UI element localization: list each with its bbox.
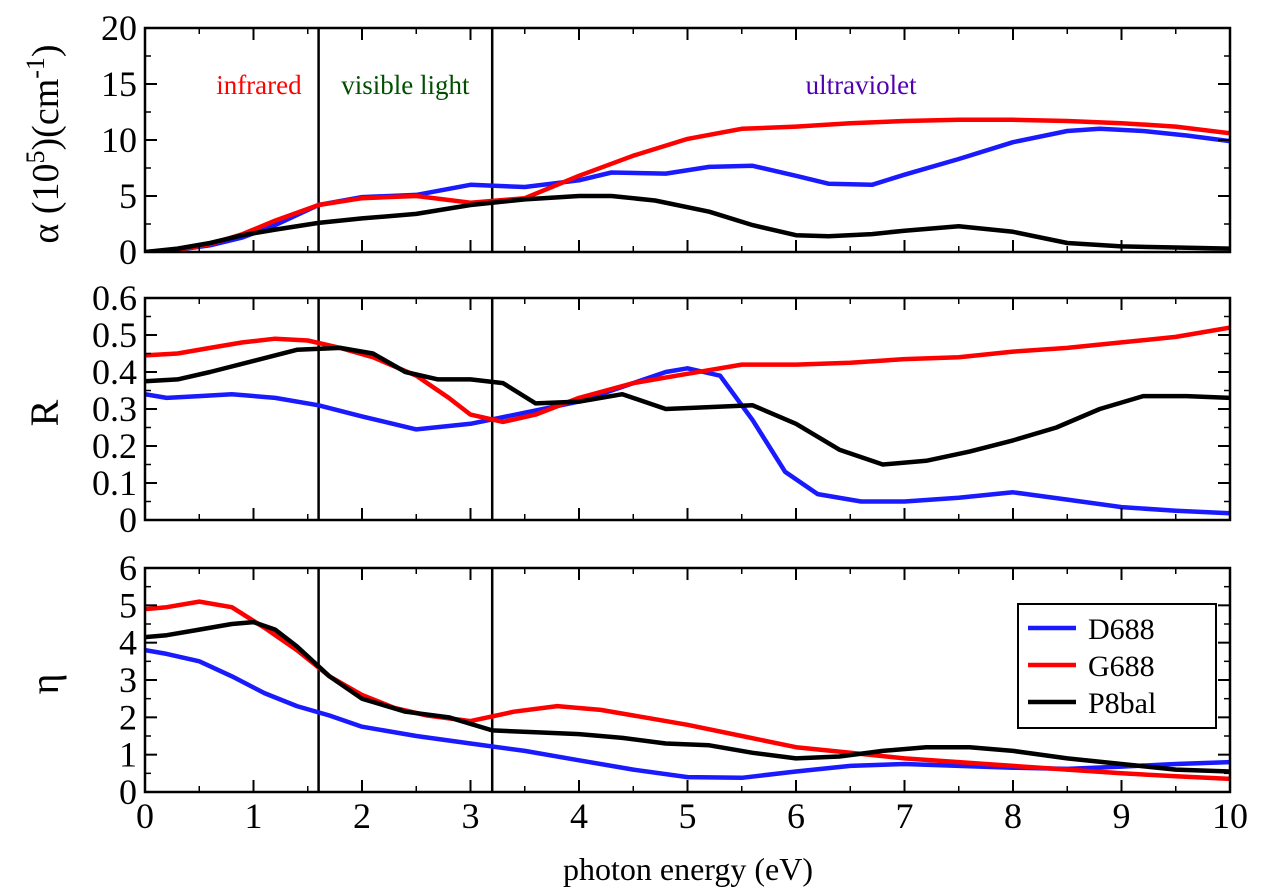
series-line-alpha-D688 xyxy=(145,126,1230,252)
panel-reflectivity: 00.10.20.30.40.50.6 R xyxy=(22,278,1232,540)
y-tick-label-eta: 1 xyxy=(119,735,137,775)
series-line-eta-P8bal xyxy=(145,619,1230,774)
x-tick-label: 1 xyxy=(245,796,263,836)
x-tick-label: 0 xyxy=(136,796,154,836)
y-tick-label-reflectivity: 0.6 xyxy=(92,278,137,318)
series-line-eta-G688 xyxy=(145,599,1230,782)
y-tick-label-eta: 3 xyxy=(119,660,137,700)
annotation-infrared: infrared xyxy=(216,70,302,100)
y-axis-label-part: ) xyxy=(25,44,67,57)
series-line-reflectivity-G688 xyxy=(145,325,1230,425)
x-tick-label: 4 xyxy=(570,796,588,836)
legend-label-D688: D688 xyxy=(1088,613,1155,646)
x-tick-label: 9 xyxy=(1113,796,1131,836)
x-tick-label: 10 xyxy=(1212,796,1248,836)
y-axis-label-eta: η xyxy=(22,674,67,695)
x-tick-label: 7 xyxy=(896,796,914,836)
legend: D688 G688 P8bal xyxy=(1017,603,1217,729)
y-tick-label-eta: 2 xyxy=(119,697,137,737)
y-tick-label-eta: 5 xyxy=(119,585,137,625)
x-tick-label: 3 xyxy=(462,796,480,836)
y-tick-label-eta: 0 xyxy=(119,772,137,812)
y-tick-label-reflectivity: 0.4 xyxy=(92,352,137,392)
y-axis-label-part: α (10 xyxy=(25,163,67,243)
series-line-reflectivity-P8bal xyxy=(145,345,1230,467)
y-axis-label-reflectivity: R xyxy=(22,399,67,426)
y-tick-label-eta: 6 xyxy=(119,548,137,588)
annotation-ultraviolet: ultraviolet xyxy=(806,70,917,100)
series-line-alpha-G688 xyxy=(145,117,1230,252)
x-tick-label: 6 xyxy=(787,796,805,836)
series-line-reflectivity-D688 xyxy=(145,366,1230,516)
y-tick-label-alpha: 0 xyxy=(119,232,137,272)
y-tick-label-eta: 4 xyxy=(119,623,137,663)
series-line-alpha-P8bal xyxy=(145,193,1230,252)
legend-label-P8bal: P8bal xyxy=(1088,687,1156,720)
y-tick-label-reflectivity: 0.5 xyxy=(92,315,137,355)
y-axis-label-part: -1 xyxy=(21,57,50,79)
y-tick-label-alpha: 20 xyxy=(101,8,137,48)
y-axis-label-part: )(cm xyxy=(25,79,67,151)
y-tick-label-alpha: 15 xyxy=(101,64,137,104)
y-tick-label-reflectivity: 0 xyxy=(119,500,137,540)
x-tick-label: 5 xyxy=(679,796,697,836)
y-tick-label-alpha: 5 xyxy=(119,176,137,216)
y-axis-label-alpha: α (105)(cm-1) xyxy=(21,44,67,243)
y-tick-label-alpha: 10 xyxy=(101,120,137,160)
x-axis-label: photon energy (eV) xyxy=(563,851,813,887)
legend-label-G688: G688 xyxy=(1088,650,1155,683)
y-axis-label-part: 5 xyxy=(21,150,50,163)
y-tick-label-reflectivity: 0.3 xyxy=(92,389,137,429)
y-tick-label-reflectivity: 0.1 xyxy=(92,463,137,503)
annotation-visible-light: visible light xyxy=(341,70,470,100)
y-tick-label-reflectivity: 0.2 xyxy=(92,426,137,466)
legend-box xyxy=(1017,603,1217,729)
x-tick-label: 8 xyxy=(1004,796,1022,836)
x-tick-label: 2 xyxy=(353,796,371,836)
